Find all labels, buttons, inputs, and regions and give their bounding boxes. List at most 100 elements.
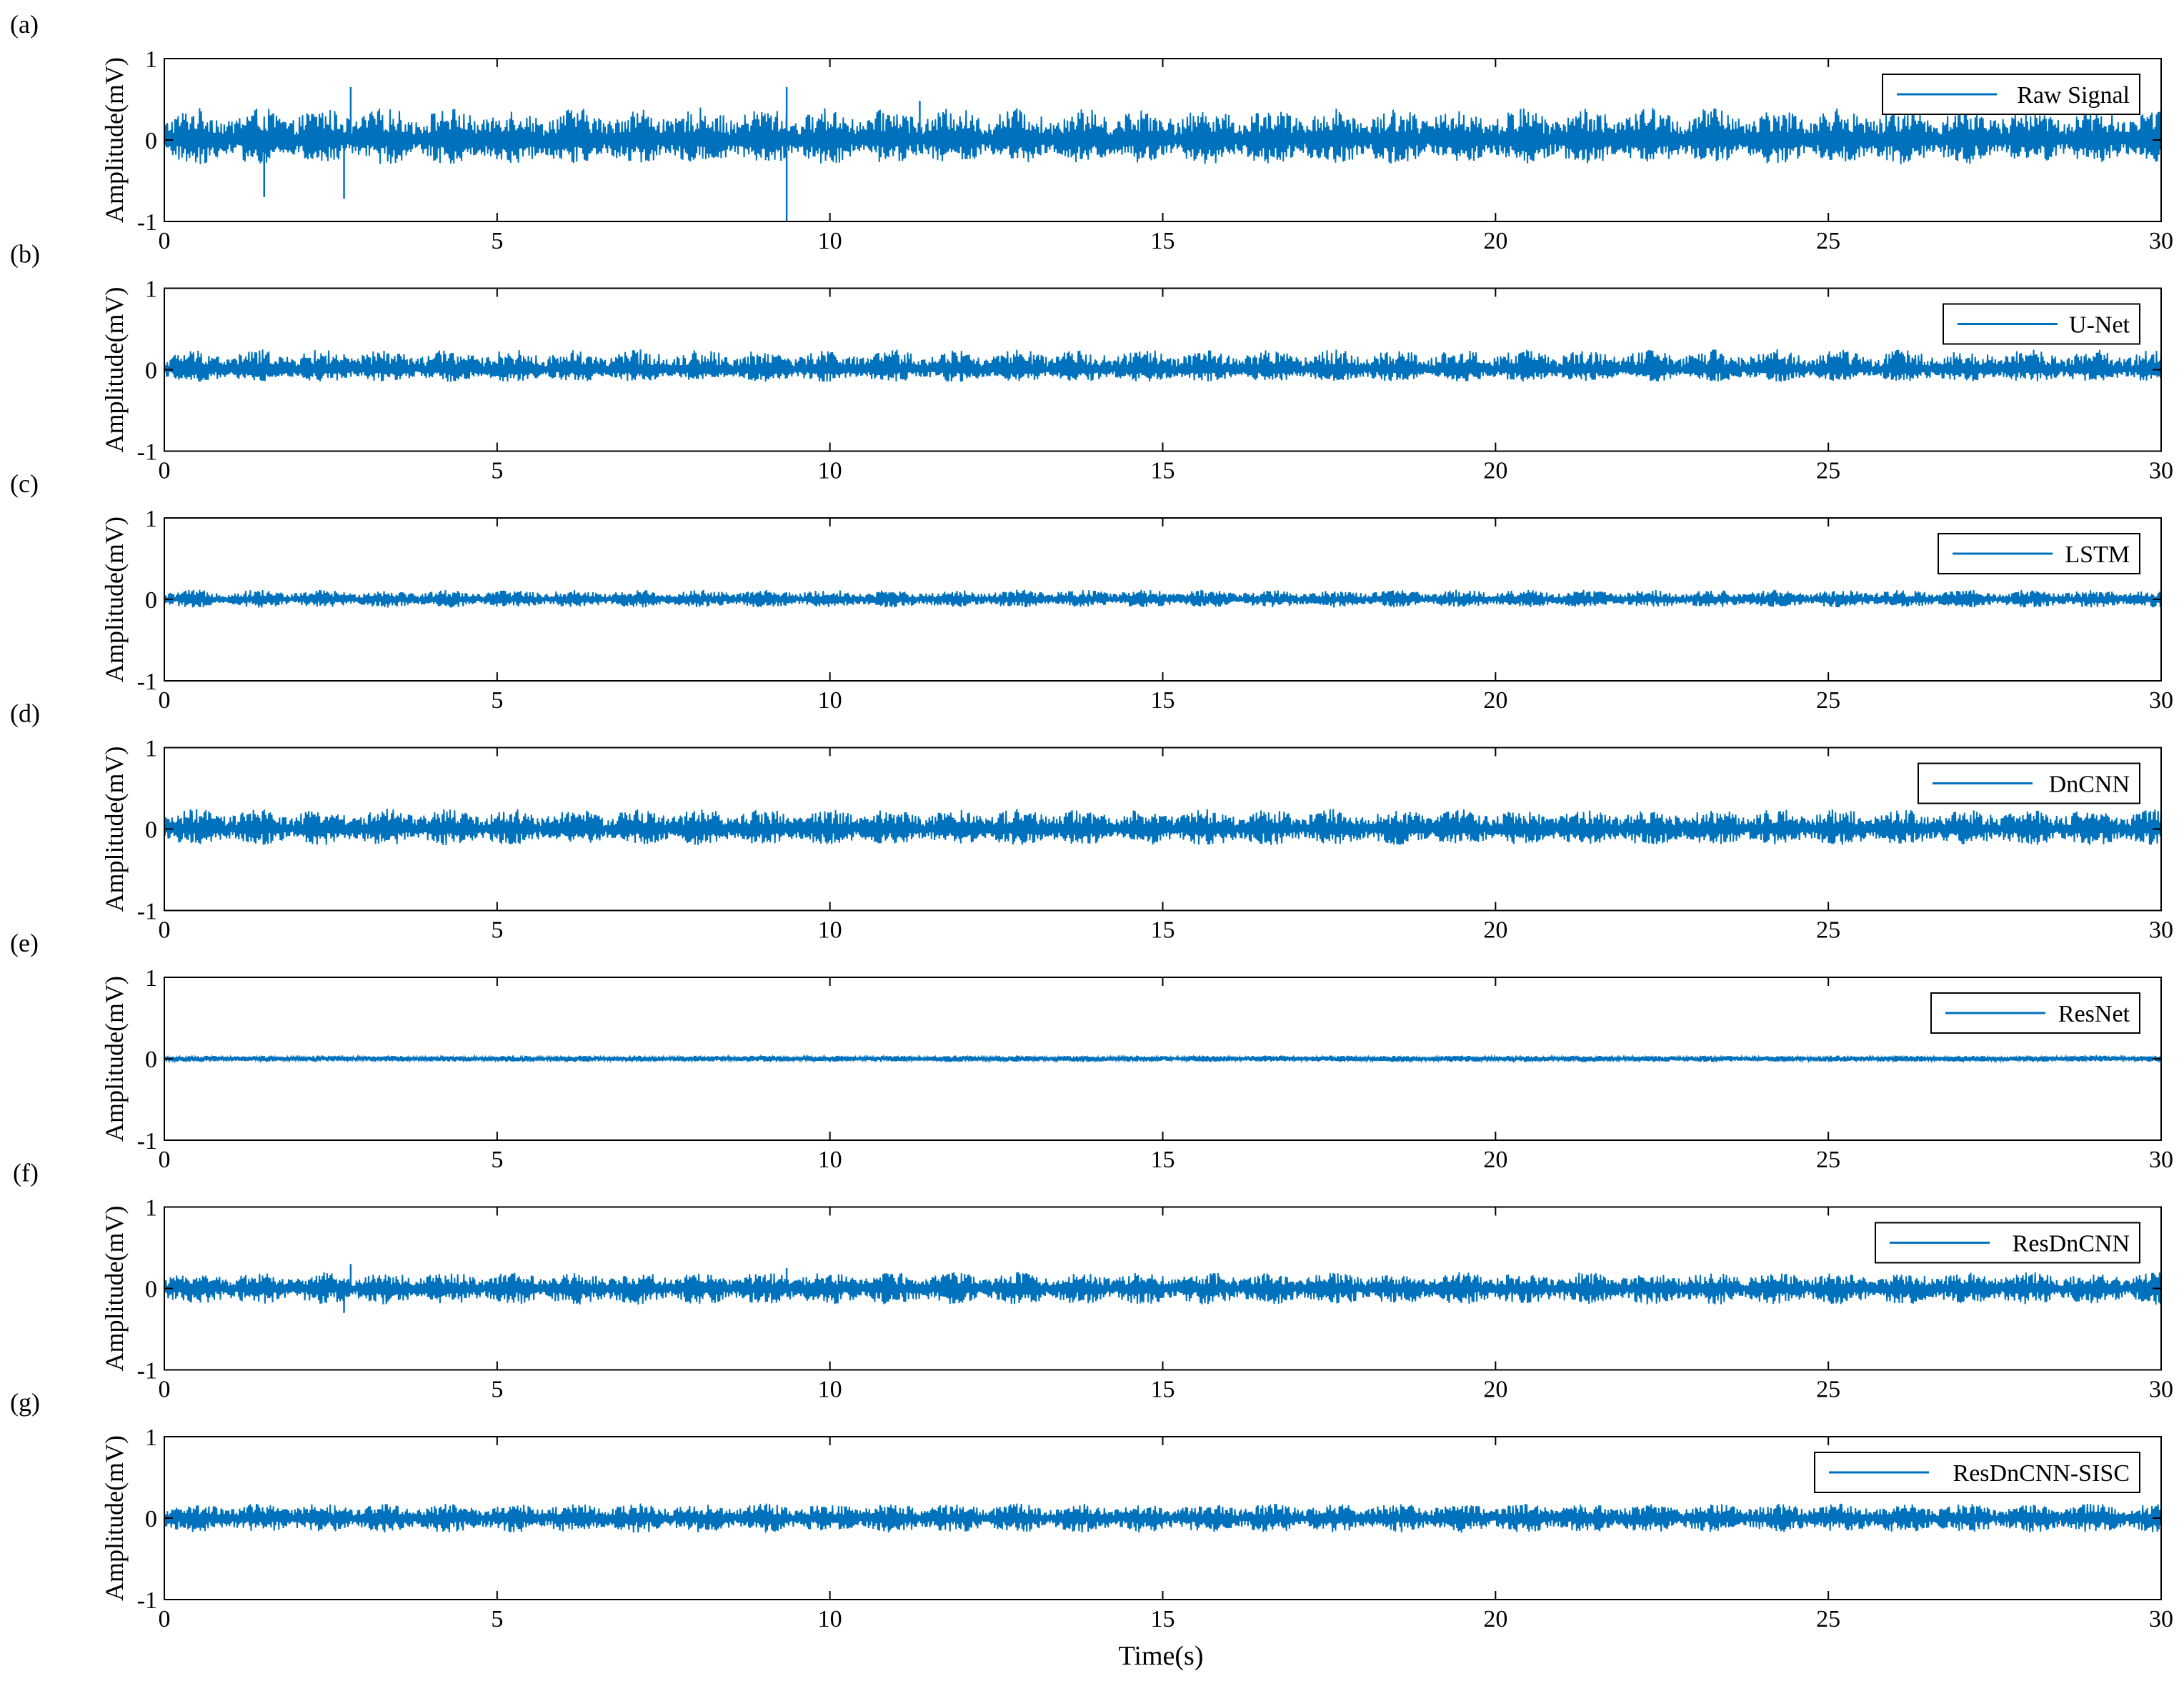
y-tick-label: 1: [145, 276, 157, 303]
signal-line: [164, 1054, 2161, 1064]
legend: ResDnCNN: [1875, 1222, 2140, 1264]
x-tick-label: 15: [1151, 917, 1175, 944]
y-tick-label: -1: [137, 669, 157, 695]
legend: U-Net: [1943, 303, 2140, 345]
legend-label: ResDnCNN-SISC: [1953, 1460, 2130, 1487]
x-tick-label: 0: [159, 917, 171, 944]
y-tick-label: 0: [145, 128, 157, 154]
panel-g: (g)Amplitude(mV)0 5 10 15 20 25 3010-1ResDnCNN…: [10, 1388, 2173, 1632]
x-tick-label: 0: [159, 1606, 171, 1632]
x-tick-label: 30: [2149, 917, 2173, 944]
x-tick-label: 20: [1483, 1377, 1507, 1403]
legend: ResNet: [1930, 992, 2140, 1034]
y-tick-label: -1: [137, 1358, 157, 1385]
x-tick-label: 5: [491, 917, 503, 944]
signal-line: [164, 589, 2161, 608]
x-tick-label: 10: [818, 1147, 842, 1173]
x-tick-label: 5: [491, 458, 503, 484]
panel-label: (b): [10, 240, 40, 269]
legend-box: [1882, 74, 2140, 115]
panel-label: (e): [10, 929, 39, 957]
y-tick-label: -1: [137, 1587, 157, 1614]
x-tick-label: 15: [1151, 687, 1175, 714]
legend-label: Raw Signal: [2017, 82, 2130, 109]
x-tick-label: 10: [818, 687, 842, 714]
x-tick-label: 30: [2149, 1147, 2173, 1173]
y-axis-label: Amplitude(mV): [100, 57, 129, 223]
x-tick-label: 25: [1816, 917, 1840, 944]
y-tick-label: -1: [137, 899, 157, 925]
x-tick-label: 5: [491, 1606, 503, 1632]
x-tick-label: 15: [1151, 458, 1175, 484]
x-tick-label: 20: [1483, 228, 1507, 254]
panel-label: (a): [10, 10, 39, 39]
panel-label: (g): [10, 1388, 40, 1417]
x-tick-label: 15: [1151, 228, 1175, 254]
y-tick-label: -1: [137, 1128, 157, 1154]
x-tick-label: 15: [1151, 1147, 1175, 1173]
y-tick-label: 1: [145, 736, 157, 762]
x-tick-label: 25: [1816, 458, 1840, 484]
signal-line: [164, 1503, 2161, 1533]
y-tick-label: -1: [137, 209, 157, 236]
y-tick-label: 1: [145, 1425, 157, 1451]
y-tick-label: 0: [145, 358, 157, 384]
y-axis-label: Amplitude(mV): [100, 747, 129, 912]
x-tick-label: 20: [1483, 917, 1507, 944]
x-tick-label: 10: [818, 1377, 842, 1403]
panel-label: (f): [13, 1159, 39, 1187]
x-tick-label: 25: [1816, 1147, 1840, 1173]
x-tick-label: 30: [2149, 687, 2173, 714]
x-tick-label: 5: [491, 1147, 503, 1173]
x-tick-label: 30: [2149, 1606, 2173, 1632]
signal-line: [164, 808, 2161, 845]
x-tick-label: 30: [2149, 458, 2173, 484]
y-tick-label: 1: [145, 506, 157, 532]
x-tick-label: 0: [159, 1377, 171, 1403]
y-axis-label: Amplitude(mV): [100, 517, 129, 682]
x-tick-label: 25: [1816, 228, 1840, 254]
y-tick-label: 1: [145, 1195, 157, 1222]
legend: DnCNN: [1918, 762, 2140, 804]
legend-label: LSTM: [2065, 542, 2130, 568]
legend-label: DnCNN: [2049, 772, 2130, 798]
x-tick-label: 20: [1483, 458, 1507, 484]
x-tick-label: 10: [818, 458, 842, 484]
x-tick-label: 20: [1483, 687, 1507, 714]
y-axis-label: Amplitude(mV): [100, 1435, 129, 1601]
y-tick-label: 0: [145, 1277, 157, 1303]
x-tick-label: 25: [1816, 687, 1840, 714]
y-tick-label: 0: [145, 817, 157, 844]
y-tick-label: 1: [145, 46, 157, 73]
x-tick-label: 10: [818, 228, 842, 254]
x-tick-label: 15: [1151, 1606, 1175, 1632]
y-axis-label: Amplitude(mV): [100, 287, 129, 453]
x-tick-label: 10: [818, 1606, 842, 1632]
signal-line: [164, 107, 2161, 164]
x-tick-label: 15: [1151, 1377, 1175, 1403]
y-tick-label: 1: [145, 965, 157, 992]
legend-label: ResNet: [2058, 1001, 2130, 1027]
x-tick-label: 0: [159, 1147, 171, 1173]
x-tick-label: 30: [2149, 228, 2173, 254]
legend: Raw Signal: [1882, 74, 2140, 115]
legend-label: ResDnCNN: [2013, 1231, 2130, 1257]
x-tick-label: 10: [818, 917, 842, 944]
x-tick-label: 25: [1816, 1377, 1840, 1403]
x-tick-label: 25: [1816, 1606, 1840, 1632]
legend-label: U-Net: [2069, 312, 2130, 339]
x-tick-label: 0: [159, 228, 171, 254]
signal-line: [164, 1272, 2161, 1305]
x-tick-label: 5: [491, 687, 503, 714]
x-tick-label: 20: [1483, 1147, 1507, 1173]
y-tick-label: 0: [145, 1047, 157, 1073]
legend: LSTM: [1938, 533, 2140, 574]
x-tick-label: 0: [159, 687, 171, 714]
